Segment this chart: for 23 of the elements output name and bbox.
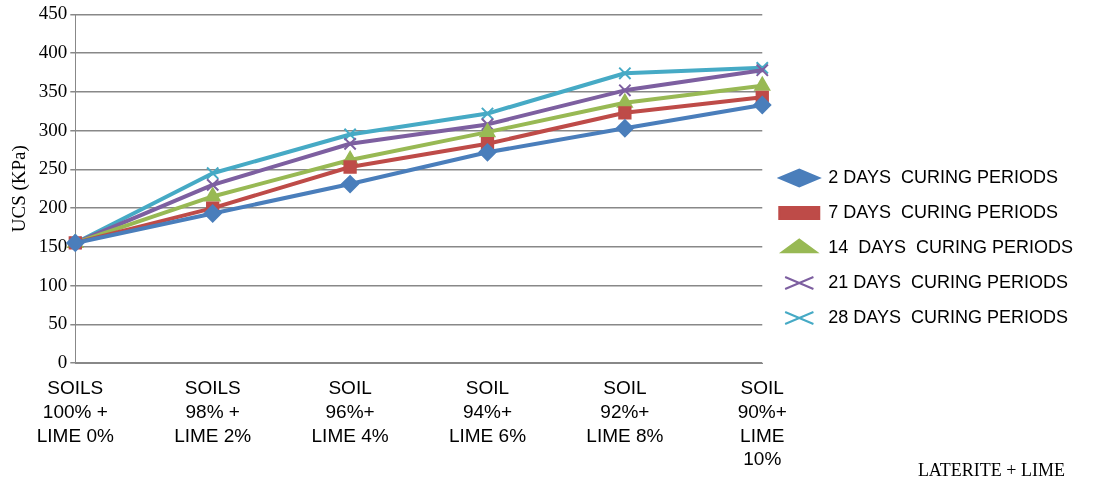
y-tick-label: 150 [38,234,68,256]
y-tick-label: 50 [48,312,68,334]
x-tick-label: SOILS 98% + LIME 2% [174,377,252,446]
x-tick-label: SOIL 90%+ LIME 10% [737,377,787,470]
legend-label: 2 DAYS CURING PERIODS [828,166,1058,187]
x-tick-label: SOIL 92%+ LIME 8% [586,377,664,446]
x-tick-label: SOIL 96%+ LIME 4% [311,377,389,446]
legend-label: 28 DAYS CURING PERIODS [828,306,1069,327]
y-tick-label: 200 [38,196,68,218]
legend-label: 21 DAYS CURING PERIODS [828,271,1069,292]
y-tick-label: 100 [38,273,68,295]
y-tick-label: 0 [57,350,68,372]
text: LATERITE + LIME [917,459,1065,480]
legend-label: 14 DAYS CURING PERIODS [828,236,1074,257]
y-tick-label: 250 [38,157,68,179]
y-tick-label: 400 [38,41,68,63]
y-tick-label: 350 [38,79,68,101]
legend-label: 7 DAYS CURING PERIODS [828,201,1058,222]
x-tick-label: SOILS 100% + LIME 0% [36,377,114,446]
y-tick-label: 300 [38,118,68,140]
y-tick-label: 450 [38,2,68,24]
y-axis-title: UCS (KPa) [8,145,31,233]
x-tick-label: SOIL 94%+ LIME 6% [448,377,527,446]
